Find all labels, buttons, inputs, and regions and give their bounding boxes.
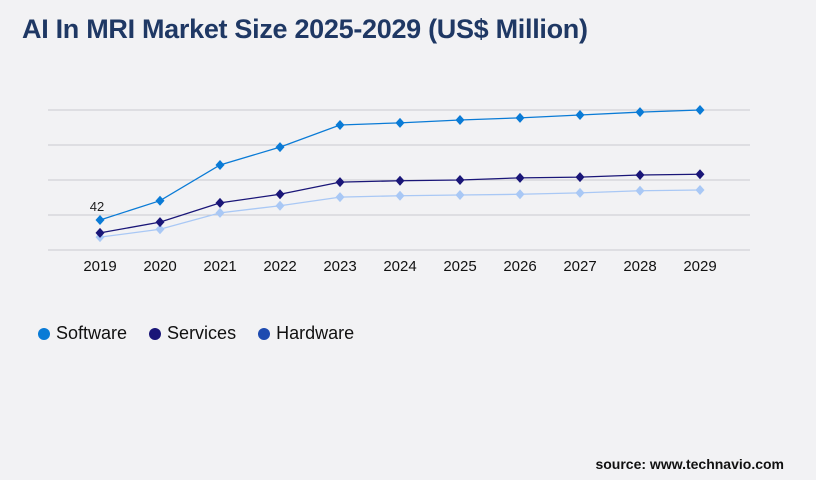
data-point-software bbox=[575, 110, 585, 120]
legend-item-hardware[interactable]: Hardware bbox=[258, 323, 354, 344]
data-point-software bbox=[275, 142, 285, 153]
x-tick-label: 2026 bbox=[503, 258, 536, 275]
x-tick-label: 2029 bbox=[683, 258, 716, 275]
data-point-services bbox=[155, 217, 165, 228]
x-tick-label: 2020 bbox=[143, 258, 176, 275]
data-point-hardware bbox=[215, 207, 225, 218]
x-tick-label: 2028 bbox=[623, 258, 656, 275]
x-tick-label: 2021 bbox=[203, 258, 236, 275]
legend-item-services[interactable]: Services bbox=[149, 323, 236, 344]
data-point-services bbox=[95, 227, 105, 238]
data-point-software bbox=[395, 117, 405, 128]
legend-marker-hardware bbox=[258, 327, 271, 340]
chart-title: AI In MRI Market Size 2025-2029 (US$ Mil… bbox=[22, 14, 588, 44]
data-point-hardware bbox=[155, 224, 165, 235]
legend-label: Software bbox=[56, 323, 128, 343]
data-point-services bbox=[335, 177, 345, 188]
data-point-services bbox=[275, 189, 285, 200]
data-point-software bbox=[635, 107, 645, 118]
legend-label: Hardware bbox=[276, 323, 355, 343]
x-tick-label: 2025 bbox=[443, 258, 476, 275]
data-point-services bbox=[455, 175, 465, 185]
legend-item-software[interactable]: Software bbox=[38, 323, 127, 344]
line-chart: 2019 2020 2021 2022 2023 2024 2025 2026 2027 2028… bbox=[48, 105, 750, 275]
data-point-software bbox=[155, 195, 165, 206]
data-point-services bbox=[575, 172, 585, 183]
legend-marker-software bbox=[38, 327, 50, 340]
data-point-hardware bbox=[455, 190, 465, 200]
source-text: source: www.technavio.com bbox=[595, 456, 784, 472]
data-point-hardware bbox=[635, 185, 645, 196]
data-point-hardware bbox=[575, 187, 585, 198]
data-point-software bbox=[335, 120, 345, 130]
legend-label: Services bbox=[167, 323, 237, 343]
data-point-services bbox=[215, 197, 225, 208]
x-tick-label: 2023 bbox=[323, 258, 356, 275]
data-point-hardware bbox=[695, 185, 705, 195]
legend: Software Services Hardware bbox=[38, 323, 354, 344]
data-point-services bbox=[635, 170, 645, 180]
data-point-software bbox=[95, 215, 105, 225]
x-tick-label: 2024 bbox=[383, 258, 416, 275]
data-point-services bbox=[515, 172, 525, 183]
x-tick-label: 2019 bbox=[83, 258, 116, 275]
data-point-software bbox=[515, 112, 525, 123]
data-point-services bbox=[395, 175, 405, 186]
data-point-software bbox=[215, 160, 225, 170]
data-point-hardware bbox=[275, 200, 285, 211]
data-point-software bbox=[695, 105, 705, 115]
data-point-services bbox=[695, 169, 705, 180]
x-tick-label: 2027 bbox=[563, 258, 596, 275]
legend-marker-services bbox=[149, 327, 162, 340]
data-point-software bbox=[455, 115, 465, 125]
x-tick-label: 2022 bbox=[263, 258, 296, 275]
data-point-hardware bbox=[515, 189, 525, 200]
data-label: 42 bbox=[90, 199, 104, 214]
data-point-hardware bbox=[335, 192, 345, 203]
data-point-hardware bbox=[395, 190, 405, 201]
